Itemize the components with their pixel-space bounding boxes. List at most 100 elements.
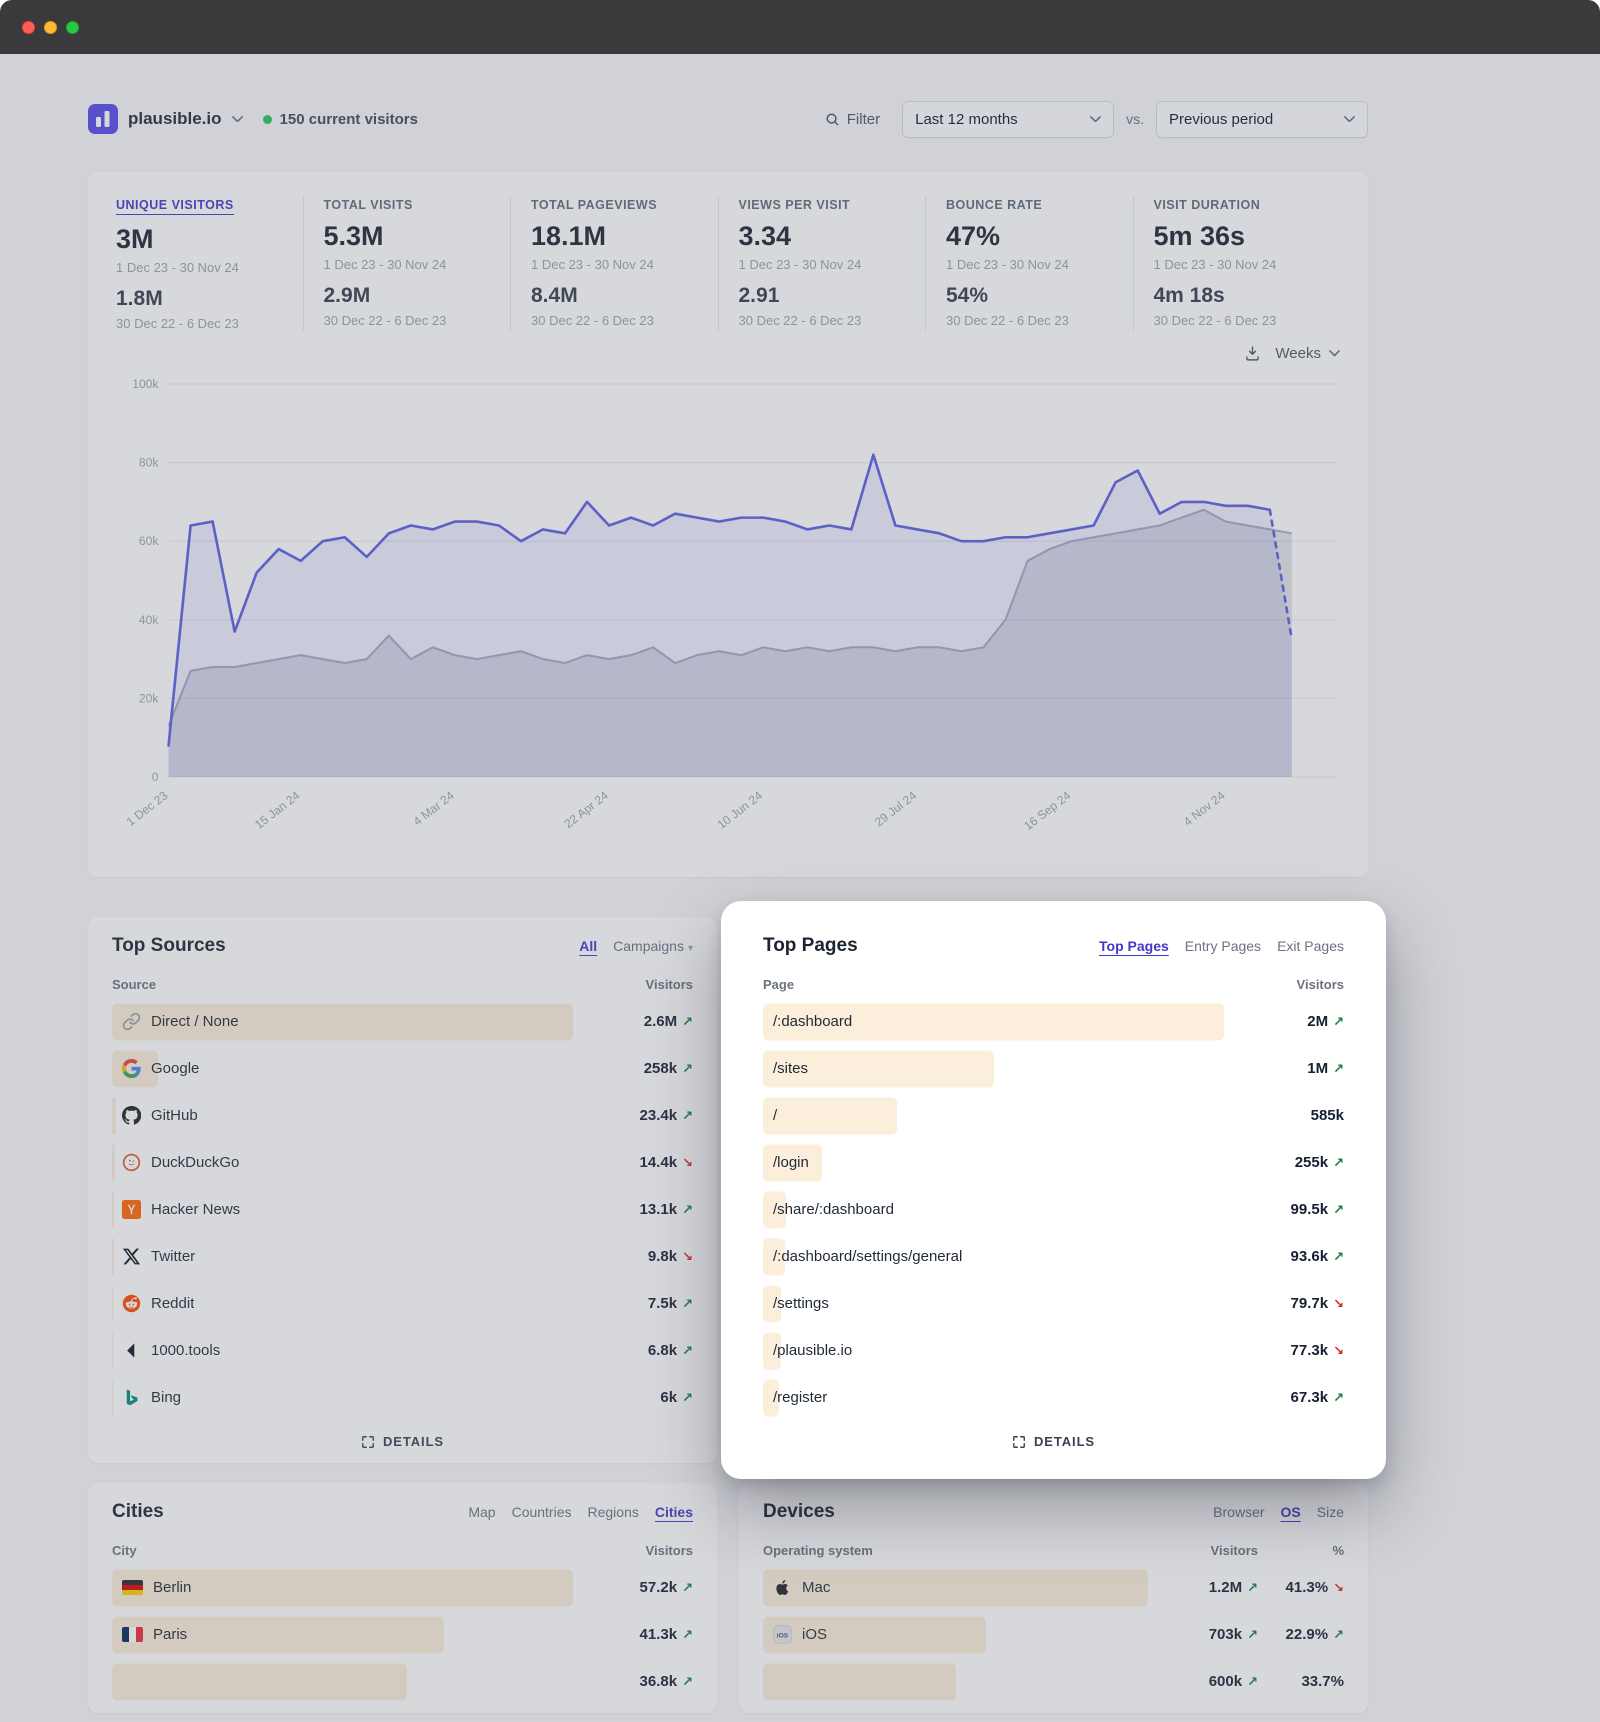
panel-tab[interactable]: OS [1280,1504,1301,1520]
stat-metric[interactable]: BOUNCE RATE 47% 1 Dec 23 - 30 Nov 24 54%… [925,196,1133,331]
window-minimize-button[interactable] [44,20,57,34]
trend-arrow: ↗ [682,1201,693,1217]
source-name: Hacker News [151,1201,241,1218]
date-range-select[interactable]: Last 12 months [902,100,1115,138]
chart-interval-control[interactable]: Weeks [88,345,1368,362]
city-row[interactable]: Paris 41.3k ↗ [112,1611,693,1658]
panel-tab[interactable]: Top Pages [1099,938,1169,954]
visitors-chart[interactable]: 0 20k 40k 60k 80k 100k 1 Dec 23 15 Jan 24 4 Mar … [110,368,1346,873]
stat-metric[interactable]: TOTAL VISITS 5.3M 1 Dec 23 - 30 Nov 24 2… [302,196,511,331]
visitors-value: 2M [1307,1013,1329,1030]
panel-tab[interactable]: Campaigns [613,938,693,954]
city-row[interactable]: 36.8k ↗ [112,1658,693,1705]
source-name: Reddit [151,1295,195,1312]
stat-label: TOTAL VISITS [323,198,413,212]
panel-tab[interactable]: Map [468,1504,496,1520]
page-path: /:dashboard/settings/general [773,1248,963,1265]
stat-label: TOTAL PAGEVIEWS [531,198,658,212]
current-visitors-label: 150 current visitors [279,110,418,128]
column-header: Visitors [645,977,693,992]
trend-arrow: ↗ [682,1013,693,1029]
devices-list: Mac 1.2M ↗ 41.3% ↘ [763,1564,1344,1705]
svg-text:22 Apr 24: 22 Apr 24 [561,788,611,831]
source-row[interactable]: GitHub 23.4k ↗ [112,1092,693,1139]
stat-label: VISIT DURATION [1153,198,1261,212]
stat-value: 5m 36s [1153,221,1246,251]
panel-tab[interactable]: Entry Pages [1184,938,1262,954]
visitors-value: 57.2k [639,1579,678,1596]
page-row[interactable]: /plausible.io 77.3k ↘ [763,1327,1344,1374]
filter-button[interactable]: Filter [825,111,880,128]
page-row[interactable]: /share/:dashboard 99.5k ↗ [763,1186,1344,1233]
stat-previous-range: 30 Dec 22 - 6 Dec 23 [323,313,447,328]
stat-label: UNIQUE VISITORS [116,198,234,215]
city-row[interactable]: Berlin 57.2k ↗ [112,1564,693,1611]
source-row[interactable]: Google 258k ↗ [112,1045,693,1092]
page-row[interactable]: /register 67.3k ↗ [763,1374,1344,1421]
details-button[interactable]: DETAILS [1012,1434,1095,1449]
google-icon [122,1059,141,1078]
window-zoom-button[interactable] [66,20,79,34]
page-row[interactable]: /:dashboard 2M ↗ [763,998,1344,1045]
source-row[interactable]: Twitter 9.8k ↘ [112,1233,693,1280]
trend-arrow: ↗ [1333,1060,1344,1076]
chevron-down-icon [231,115,243,123]
panel-tab[interactable]: Cities [654,1504,693,1520]
panel-tab[interactable]: Browser [1213,1504,1265,1520]
panel-tab[interactable]: Regions [587,1504,639,1520]
stat-range: 1 Dec 23 - 30 Nov 24 [946,257,1069,272]
panel-tab[interactable]: All [579,938,598,954]
window-close-button[interactable] [22,20,35,34]
row-bar [112,1003,573,1040]
stat-metric[interactable]: UNIQUE VISITORS 3M 1 Dec 23 - 30 Nov 24 … [116,196,303,331]
site-switcher[interactable]: plausible.io [88,104,243,134]
trend-arrow: ↗ [1333,1389,1344,1405]
details-button[interactable]: DETAILS [361,1434,444,1449]
page-row[interactable]: /settings 79.7k ↘ [763,1280,1344,1327]
source-row[interactable]: DuckDuckGo 14.4k ↘ [112,1139,693,1186]
panel-tab[interactable]: Exit Pages [1277,938,1344,954]
stat-previous-value: 54% [946,284,989,307]
interval-label: Weeks [1275,345,1321,362]
trend-arrow: ↗ [1333,1626,1344,1642]
visitors-value: 2.6M [643,1013,678,1030]
stat-metric[interactable]: VIEWS PER VISIT 3.34 1 Dec 23 - 30 Nov 2… [717,196,926,331]
download-icon[interactable] [1244,345,1261,362]
row-bar [112,1238,114,1275]
os-row[interactable]: Mac 1.2M ↗ 41.3% ↘ [763,1564,1344,1611]
stat-label: BOUNCE RATE [946,198,1043,212]
panel-tab[interactable]: Size [1316,1504,1344,1520]
panel-tab[interactable]: Countries [511,1504,572,1520]
visitors-value: 79.7k [1290,1295,1329,1312]
source-row[interactable]: Reddit 7.5k ↗ [112,1280,693,1327]
hackernews-icon [122,1200,141,1219]
panel-title: Top Pages [763,935,858,956]
source-row[interactable]: 1000.tools 6.8k ↗ [112,1327,693,1374]
comparison-select[interactable]: Previous period [1156,100,1368,138]
row-bar [112,1097,117,1134]
os-row[interactable]: 600k ↗ 33.7% [763,1658,1344,1705]
stat-metric[interactable]: VISIT DURATION 5m 36s 1 Dec 23 - 30 Nov … [1132,196,1341,331]
stat-metric[interactable]: TOTAL PAGEVIEWS 18.1M 1 Dec 23 - 30 Nov … [510,196,718,331]
visitors-value: 255k [1294,1154,1329,1171]
page-row[interactable]: /sites 1M ↗ [763,1045,1344,1092]
trend-arrow: ↗ [1333,1013,1344,1029]
svg-text:16 Sep 24: 16 Sep 24 [1021,788,1073,833]
svg-text:40k: 40k [139,613,159,627]
source-row[interactable]: Direct / None 2.6M ↗ [112,998,693,1045]
chevron-down-icon [1344,115,1355,123]
page-row[interactable]: / 585k [763,1092,1344,1139]
page-path: /sites [773,1060,809,1077]
github-icon [122,1106,141,1125]
top-pages-tabs: Top Pages Entry Pages Exit Pages [1099,938,1344,954]
page-row[interactable]: /login 255k ↗ [763,1139,1344,1186]
current-visitors[interactable]: 150 current visitors [262,110,418,128]
page-row[interactable]: /:dashboard/settings/general 93.6k ↗ [763,1233,1344,1280]
column-header: Visitors [1210,1543,1258,1558]
page-path: /login [773,1154,809,1171]
stat-previous-range: 30 Dec 22 - 6 Dec 23 [738,313,862,328]
source-row[interactable]: Hacker News 13.1k ↗ [112,1186,693,1233]
stat-range: 1 Dec 23 - 30 Nov 24 [738,257,862,272]
os-row[interactable]: iOS iOS 703k ↗ 22.9% [763,1611,1344,1658]
source-row[interactable]: Bing 6k ↗ [112,1374,693,1421]
